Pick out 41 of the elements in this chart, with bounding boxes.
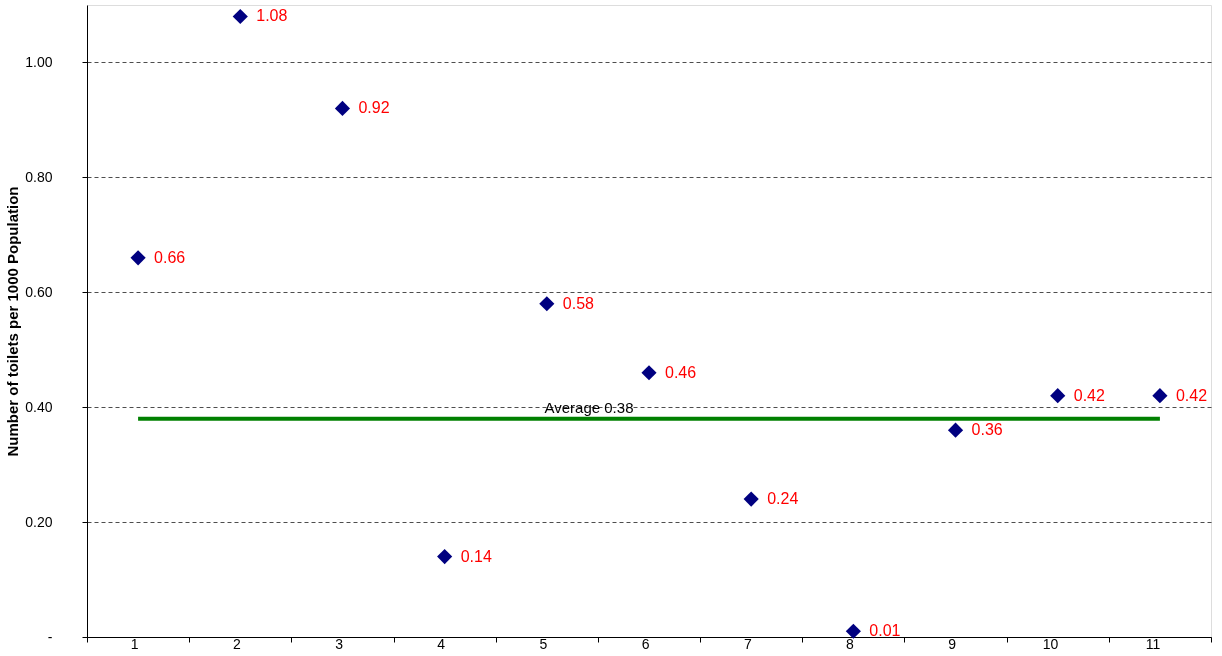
y-tick-label: 0.20	[25, 513, 53, 530]
point	[437, 548, 453, 565]
x-tick-label: 7	[743, 635, 752, 652]
point	[641, 365, 657, 381]
point	[1050, 388, 1066, 404]
data-label: 1.08	[256, 7, 288, 25]
point	[1152, 388, 1168, 404]
data-label: 0.24	[767, 490, 799, 508]
y-tick-label: 0.60	[25, 283, 53, 300]
x-tick-label: 3	[335, 635, 344, 652]
y-tick-label: 0.40	[25, 398, 53, 415]
data-label: 0.42	[1073, 386, 1105, 404]
data-label: 0.58	[562, 294, 595, 312]
point	[947, 422, 964, 438]
x-tick-label: 8	[846, 635, 855, 652]
data-label: 0.01	[869, 622, 901, 640]
x-tick-label: 5	[539, 635, 548, 652]
x-tick-label: 6	[641, 635, 650, 652]
x-tick-label: 4	[437, 635, 446, 652]
x-tick-label: 1	[130, 635, 139, 652]
point	[334, 100, 351, 116]
data-label: 0.14	[460, 547, 492, 565]
point	[130, 250, 146, 266]
y-tick-label: 1.00	[25, 53, 53, 70]
ref-line-label: Average 0.38	[544, 398, 634, 416]
x-tick-label: 9	[948, 635, 957, 652]
point	[539, 296, 555, 312]
x-tick-label: 11	[1145, 635, 1161, 652]
y-axis-title: Number of toilets per 1000 Population	[4, 186, 22, 457]
x-tick-label: 2	[232, 635, 241, 652]
y-tick-label: 0.80	[25, 168, 53, 185]
data-label: 0.92	[358, 99, 390, 117]
point	[743, 491, 759, 507]
point	[845, 623, 861, 639]
data-label: 0.46	[665, 363, 697, 381]
data-label: 0.42	[1175, 386, 1208, 404]
x-tick-label: 10	[1042, 635, 1059, 652]
data-label: 0.66	[154, 248, 186, 266]
data-label: 0.36	[971, 421, 1003, 439]
y-tick-label: -	[47, 628, 53, 645]
point	[232, 8, 248, 25]
